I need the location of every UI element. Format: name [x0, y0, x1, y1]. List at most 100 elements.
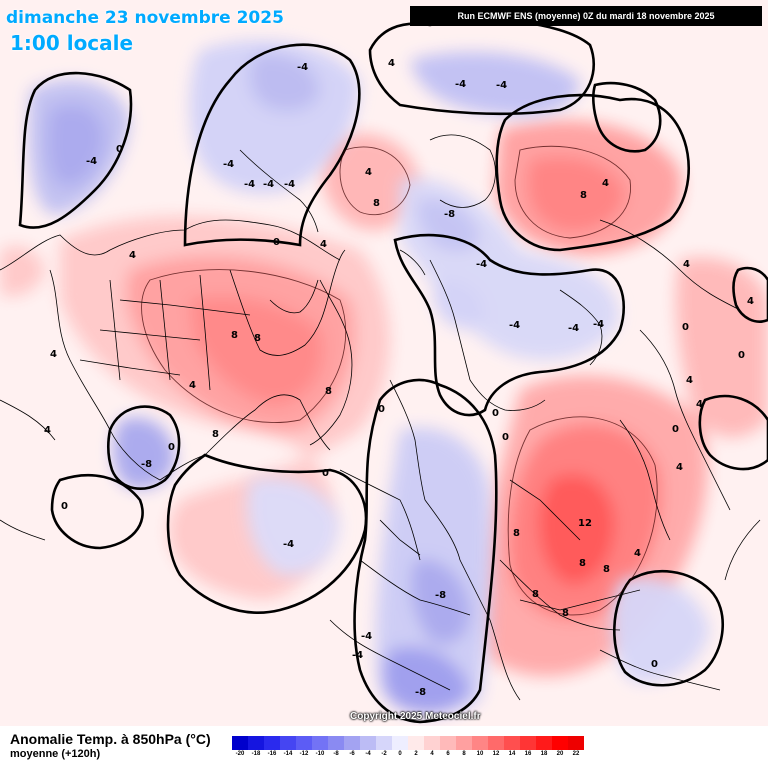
legend-tick-label: 2 [414, 751, 418, 757]
legend-swatch [536, 736, 552, 750]
contour-label: 8 [254, 333, 261, 344]
contour-label: 8 [603, 564, 610, 575]
legend-tick-label: -20 [235, 751, 245, 757]
contour-label: 0 [116, 144, 123, 155]
legend-tick-label: 16 [524, 751, 532, 757]
contour-label: 8 [212, 429, 219, 440]
contour-label: 8 [579, 558, 586, 569]
legend-swatch [248, 736, 264, 750]
legend-tick-label: 20 [556, 751, 564, 757]
contour-label: 4 [365, 167, 372, 178]
contour-label: -8 [444, 209, 455, 220]
contour-label: 8 [373, 198, 380, 209]
contour-label: 8 [562, 608, 569, 619]
legend-tick-label: -8 [333, 751, 339, 757]
legend-swatch [520, 736, 536, 750]
contour-label: -4 [455, 79, 466, 90]
legend-swatch [408, 736, 424, 750]
contour-label: 4 [683, 259, 690, 270]
contour-label: 4 [388, 58, 395, 69]
contour-label: -4 [244, 179, 255, 190]
legend-tick-label: 22 [572, 751, 580, 757]
contour-label: -4 [361, 631, 372, 642]
contour-label: -4 [284, 179, 295, 190]
legend-tick-label: -14 [283, 751, 293, 757]
contour-label: -4 [568, 323, 579, 334]
contour-label: -4 [496, 80, 507, 91]
color-scale-ticks: -20 -18 -16 -14 -12 -10 -8 -6 -4 -2 0 2 4 6 8 10 12 14 16 1… [232, 751, 584, 757]
contour-label: 0 [651, 659, 658, 670]
legend-swatch [280, 736, 296, 750]
contour-label: -4 [476, 259, 487, 270]
legend-swatch [296, 736, 312, 750]
contour-label: -8 [141, 459, 152, 470]
legend-swatch [264, 736, 280, 750]
coastlines [0, 134, 761, 701]
contour-label: 4 [602, 178, 609, 189]
anomaly-field [0, 0, 768, 726]
copyright-watermark: Copyright 2025 Meteociel.fr [350, 711, 481, 722]
legend-tick-label: 8 [462, 751, 466, 757]
contour-label: 0 [273, 237, 280, 248]
legend-swatch [424, 736, 440, 750]
legend-tick-label: 12 [492, 751, 500, 757]
contour-label: 8 [325, 386, 332, 397]
local-time: 1:00 locale [10, 31, 134, 55]
contour-label: 4 [129, 250, 136, 261]
contour-label: 0 [168, 442, 175, 453]
contour-label: 4 [696, 399, 703, 410]
legend-swatch [456, 736, 472, 750]
legend-tick-label: -10 [315, 751, 325, 757]
contour-label: 0 [61, 501, 68, 512]
legend-swatch [472, 736, 488, 750]
legend-tick-label: 6 [446, 751, 450, 757]
legend-tick-label: -18 [251, 751, 261, 757]
contour-label: 4 [50, 349, 57, 360]
legend-tick-label: -4 [365, 751, 371, 757]
contour-label: 8 [231, 330, 238, 341]
contour-label: -4 [593, 319, 604, 330]
contour-label: 0 [682, 322, 689, 333]
contour-label: 0 [738, 350, 745, 361]
legend-tick-label: 0 [398, 751, 402, 757]
contour-label: -4 [352, 650, 363, 661]
contour-label: 0 [502, 432, 509, 443]
contour-label: -4 [283, 539, 294, 550]
legend-swatch [312, 736, 328, 750]
contour-label: -4 [509, 320, 520, 331]
map-area: -4 -4 -4 -4 -4 -4 -4 -4 -4 -4 -4 -4 -4 -… [0, 0, 768, 726]
color-scale-bar [232, 736, 584, 750]
contour-label: -4 [297, 62, 308, 73]
contour-label: 0 [322, 468, 329, 479]
parameter-subtitle: moyenne (+120h) [10, 748, 101, 760]
contour-label: 4 [634, 548, 641, 559]
legend-tick-label: -12 [299, 751, 309, 757]
contour-label: 4 [44, 425, 51, 436]
contour-label: 8 [513, 528, 520, 539]
legend-swatch [328, 736, 344, 750]
legend-swatch [568, 736, 584, 750]
contour-label: 4 [676, 462, 683, 473]
contour-label: 8 [532, 589, 539, 600]
value-contours [141, 145, 658, 616]
legend-swatch [232, 736, 248, 750]
contour-label: 4 [320, 239, 327, 250]
contour-label: 0 [492, 408, 499, 419]
contour-label: -8 [435, 590, 446, 601]
legend-swatch [376, 736, 392, 750]
parameter-title: Anomalie Temp. à 850hPa (°C) [10, 731, 211, 747]
legend-tick-label: -16 [267, 751, 277, 757]
contour-label: 0 [378, 404, 385, 415]
legend-tick-label: 4 [430, 751, 434, 757]
legend-swatch [552, 736, 568, 750]
legend-tick-label: -2 [381, 751, 387, 757]
contour-label: 4 [747, 296, 754, 307]
legend-tick-label: 10 [476, 751, 484, 757]
color-scale-legend: -20 -18 -16 -14 -12 -10 -8 -6 -4 -2 0 2 4 6 8 10 12 14 16 1… [232, 736, 584, 757]
contour-label: 12 [578, 518, 592, 529]
legend-swatch [392, 736, 408, 750]
legend-swatch [488, 736, 504, 750]
contour-label: 4 [686, 375, 693, 386]
contour-label: -4 [263, 179, 274, 190]
legend-tick-label: 14 [508, 751, 516, 757]
